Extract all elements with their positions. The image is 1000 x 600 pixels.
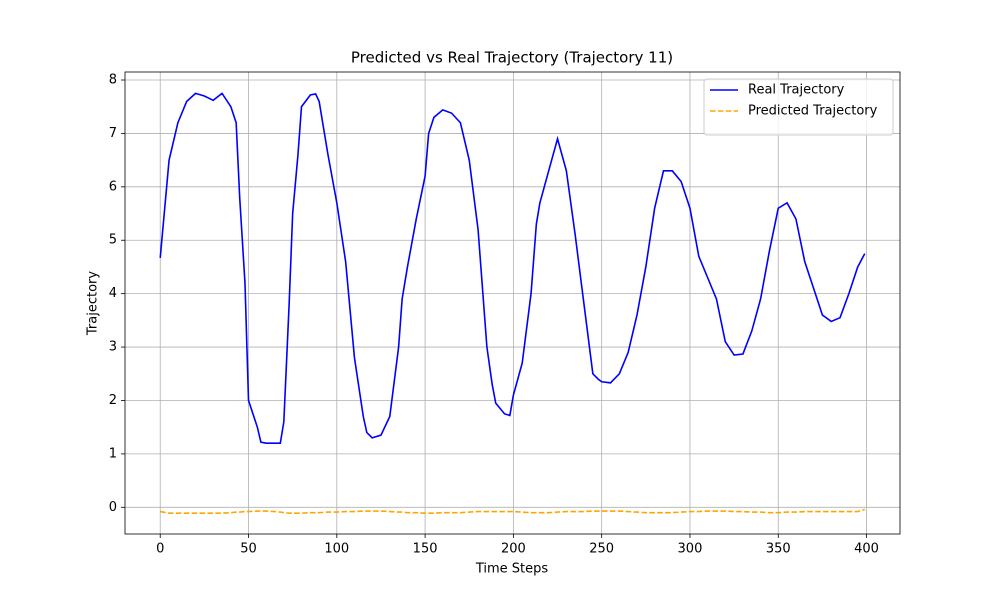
y-tick-label: 6 [109, 179, 117, 194]
chart-title: Predicted vs Real Trajectory (Trajectory… [351, 49, 673, 67]
x-tick-label: 50 [240, 542, 257, 557]
x-tick-label: 400 [854, 542, 879, 557]
legend-label: Real Trajectory [748, 83, 845, 98]
y-tick-label: 3 [109, 340, 117, 355]
x-tick-label: 0 [156, 542, 164, 557]
x-tick-label: 250 [589, 542, 614, 557]
x-axis-label: Time Steps [475, 562, 549, 577]
x-tick-label: 350 [766, 542, 791, 557]
series-line [159, 92, 866, 444]
y-tick-label: 5 [109, 233, 117, 248]
series-line [160, 508, 866, 514]
y-tick-label: 2 [109, 393, 117, 408]
x-tick-label: 150 [413, 542, 438, 557]
y-tick-label: 0 [109, 500, 117, 515]
legend-box [703, 78, 894, 136]
plot-frame [124, 71, 901, 535]
y-tick-label: 1 [109, 446, 117, 461]
x-tick-label: 100 [324, 542, 349, 557]
y-tick-label: 8 [109, 73, 117, 88]
y-tick-label: 4 [109, 286, 117, 301]
y-tick-label: 7 [109, 126, 117, 141]
y-axis-label: Trajectory [86, 271, 101, 336]
legend-label: Predicted Trajectory [748, 104, 878, 119]
x-tick-label: 200 [501, 542, 526, 557]
x-tick-label: 300 [678, 542, 703, 557]
